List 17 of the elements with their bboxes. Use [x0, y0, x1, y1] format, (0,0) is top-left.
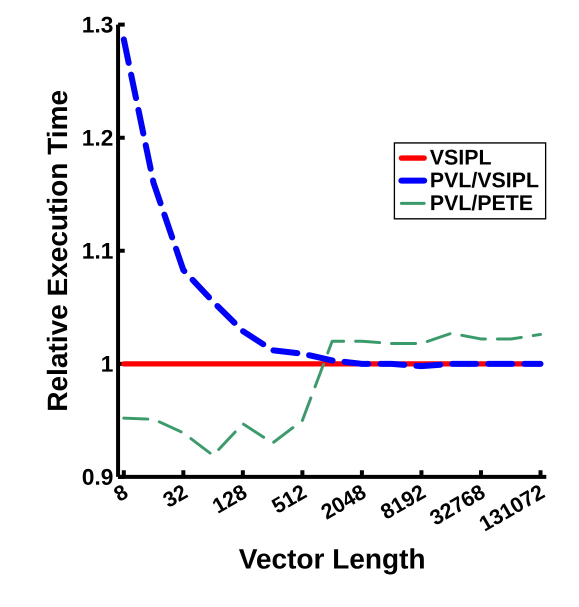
- line-series: [122, 332, 542, 457]
- legend-label: PVL/VSIPL: [431, 172, 538, 188]
- x-tick-label: 2048: [321, 485, 366, 520]
- legend-label: VSIPL: [430, 150, 491, 165]
- y-axis-title: Relative Execution Time: [46, 90, 68, 410]
- x-tick-label: 512: [271, 485, 308, 512]
- y-tick-label: 1.2: [83, 130, 112, 146]
- x-axis-title: Vector Length: [238, 548, 424, 574]
- x-tick-label: 32: [163, 485, 188, 506]
- x-tick-label: 8192: [380, 485, 426, 518]
- y-tick-label: 1: [102, 356, 113, 372]
- legend-label: PVL/PETE: [431, 194, 532, 211]
- y-tick-label: 1.1: [83, 243, 113, 259]
- y-tick-label: 1.3: [83, 16, 113, 33]
- y-tick-label: 0.9: [82, 468, 113, 485]
- x-tick-label: 128: [212, 485, 247, 514]
- x-tick-label: 8: [114, 485, 128, 500]
